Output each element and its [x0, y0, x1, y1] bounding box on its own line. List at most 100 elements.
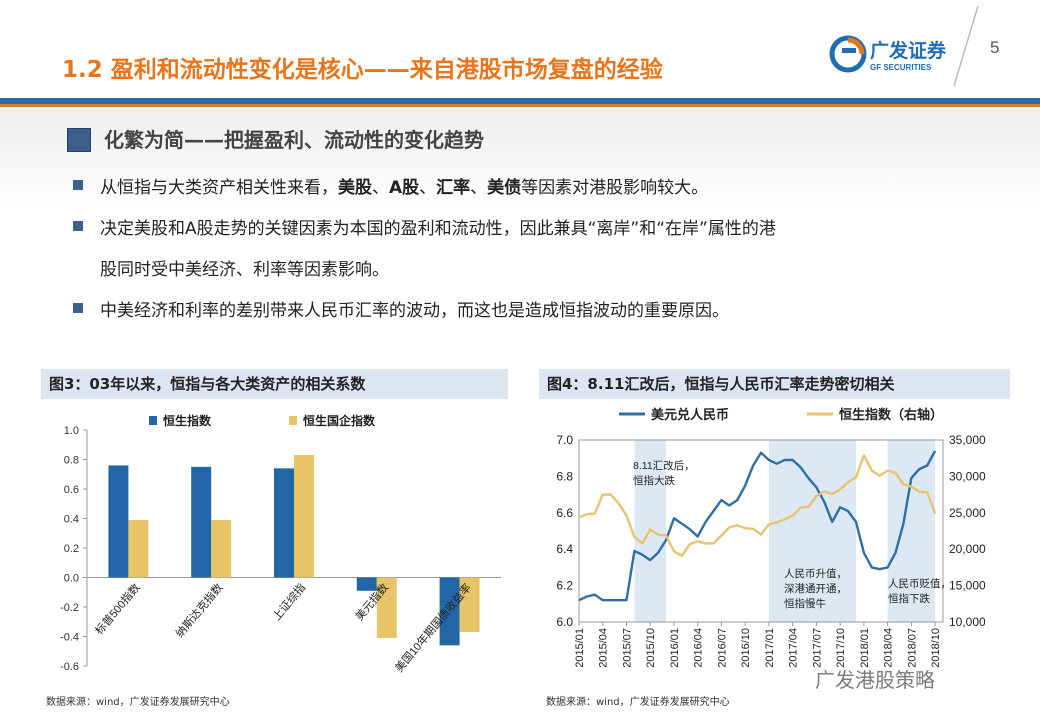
fig3-category-label: 纳斯达克指数	[172, 580, 225, 640]
fig4-x-tick-label: 2015/04	[598, 628, 610, 668]
fig4-x-tick-label: 2016/01	[669, 628, 681, 668]
fig4-x-tick-label: 2015/07	[621, 628, 633, 668]
fig4-x-tick-label: 2016/10	[740, 628, 752, 668]
bullet-1-text: 等因素对港股影响较大。	[521, 178, 709, 198]
fig4-x-tick-label: 2015/10	[645, 628, 657, 668]
fig3-y-tick-label: 0.8	[64, 455, 79, 467]
fig3-bar	[294, 455, 314, 578]
bullet-marker	[73, 180, 83, 190]
bullet-1-text: 、	[372, 178, 389, 198]
fig4-y-right-tick-label: 10,000	[949, 615, 986, 629]
fig4-series-line	[578, 454, 937, 557]
header-divider	[953, 5, 979, 87]
fig3-y-tick-label: 0.0	[64, 573, 79, 585]
fig3-title: 图3：03年以来，恒指与各大类资产的相关系数	[41, 369, 508, 399]
fig4-annotation: 8.11汇改后，	[633, 459, 695, 472]
fig3-bar-chart: 1.0 0.8 0.6 0.4 0.2 0.0 -0.2 -0.4 -0.6 恒生指数 恒生国企指数…	[60, 413, 501, 675]
fig3-bar	[459, 577, 480, 633]
fig4-annotation: 恒指下跌	[888, 592, 930, 605]
fig4-y-right-tick-label: 30,000	[949, 469, 986, 483]
fig4-legend-label: 美元兑人民币	[651, 407, 729, 422]
fig3-bar	[128, 519, 149, 578]
fig3-y-tick-label: 0.4	[64, 514, 79, 526]
fig4-y-left-tick-label: 6.4	[556, 542, 573, 556]
bullet-1-keyword: A股	[389, 178, 420, 198]
fig4-annotation: 恒指大跌	[633, 474, 675, 487]
fig3-bar	[211, 519, 232, 578]
fig4-x-tick-label: 2017/07	[811, 628, 823, 668]
bullet-1-text: 、	[419, 178, 437, 198]
fig4-x-tick-label: 2017/10	[835, 628, 847, 668]
fig4-y-right-tick-label: 15,000	[949, 579, 986, 593]
fig3-legend-label: 恒生指数	[163, 413, 212, 428]
fig4-x-tick-label: 2016/04	[693, 628, 705, 668]
fig4-y-right-tick-label: 20,000	[949, 542, 986, 556]
fig3-category-label: 标普500指数	[92, 580, 143, 637]
section-title: 化繁为简——把握盈利、流动性的变化趋势	[104, 128, 484, 152]
fig4-x-tick-label: 2015/01	[574, 628, 586, 668]
bullet-1: 从恒指与大类资产相关性来看，美股、A股、汇率、美债等因素对港股影响较大。	[100, 173, 708, 198]
fig3-y-tick-label: -0.6	[60, 661, 79, 673]
fig4-title: 图4：8.11汇改后，恒指与人民币汇率走势密切相关	[539, 369, 1010, 399]
fig4-plot-frame	[578, 439, 944, 623]
watermark: 广发港股策略	[815, 668, 935, 692]
fig4-series-line	[578, 450, 937, 602]
fig4-y-left-tick-label: 6.2	[556, 579, 573, 593]
bullet-marker	[73, 303, 83, 313]
fig4-x-tick-label: 2018/01	[859, 628, 871, 668]
page-number: 5	[990, 38, 1000, 57]
fig3-category-label: 上证综指	[269, 580, 308, 623]
fig4-annotation: 人民币升值，	[784, 567, 847, 580]
bullet-2-line-2: 股同时受中美经济、利率等因素影响。	[100, 260, 389, 280]
bullet-marker	[73, 221, 83, 231]
fig4-line-chart: 7.0 6.8 6.6 6.4 6.2 6.0 35,000 30,000 25,000 20,0…	[556, 407, 986, 668]
fig4-y-left-tick-label: 7.0	[556, 433, 573, 447]
gf-securities-logo: 广发证券 GF SECURITIES	[829, 35, 947, 73]
fig4-x-tick-label: 2018/04	[883, 628, 895, 668]
logo-cn-text: 广发证券	[870, 39, 947, 62]
bullet-1-text: 、	[470, 178, 488, 198]
fig4-shaded-period	[887, 440, 936, 622]
fig4-y-right-tick-label: 25,000	[949, 506, 986, 520]
fig4-y-right-tick-label: 35,000	[949, 433, 986, 447]
fig4-x-tick-label: 2017/01	[764, 628, 776, 668]
fig3-y-tick-label: -0.2	[60, 602, 79, 614]
fig3-bar	[274, 468, 294, 578]
fig3-y-tick-label: 1.0	[64, 425, 79, 437]
bullet-2-line-1: 决定美股和A股走势的关键因素为本国的盈利和流动性，因此兼具“离岸”和“在岸”属性…	[100, 219, 776, 239]
fig4-x-tick-label: 2016/07	[716, 628, 728, 668]
fig4-annotation: 深港通开通，	[784, 583, 847, 595]
fig4-x-tick-label: 2017/04	[788, 628, 800, 668]
fig4-annotation: 人民币贬值，	[888, 577, 951, 590]
fig3-legend-label: 恒生国企指数	[303, 413, 376, 428]
fig4-annotation: 恒指慢牛	[784, 597, 826, 610]
fig3-source: 数据来源：wind，广发证券发展研究中心	[46, 697, 230, 708]
page-title: 1.2 盈利和流动性变化是核心——来自港股市场复盘的经验	[62, 57, 663, 83]
logo-en-text: GF SECURITIES	[870, 63, 932, 72]
bullet-3: 中美经济和利率的差别带来人民币汇率的波动，而这也是造成恒指波动的重要原因。	[100, 301, 729, 321]
header-accent-bar	[0, 104, 1040, 107]
fig4-y-left-tick-label: 6.8	[556, 469, 573, 483]
fig3-bar	[191, 466, 212, 578]
fig3-y-tick-label: 0.6	[64, 484, 79, 496]
fig4-shaded-period	[768, 440, 856, 622]
content-band	[0, 107, 1040, 362]
section-marker	[67, 128, 91, 152]
header-bar	[0, 98, 1040, 104]
fig4-source: 数据来源：wind，广发证券发展研究中心	[546, 697, 730, 708]
fig4-x-tick-label: 2018/07	[906, 628, 918, 668]
bullet-1-keyword: 美股	[338, 178, 372, 198]
fig3-legend-swatch	[149, 416, 157, 425]
bullet-1-keyword: 汇率	[436, 178, 471, 198]
fig4-legend-label: 恒生指数（右轴）	[839, 407, 943, 422]
fig3-bar	[439, 577, 460, 646]
fig3-bar	[376, 577, 397, 638]
fig4-y-left-tick-label: 6.6	[556, 506, 573, 520]
fig4-x-tick-label: 2018/10	[930, 628, 942, 668]
bullet-1-text: 从恒指与大类资产相关性来看，	[100, 178, 338, 198]
fig3-legend-swatch	[289, 416, 297, 425]
bullet-1-keyword: 美债	[487, 178, 522, 198]
fig3-bar	[356, 577, 377, 591]
logo-mark-icon	[829, 35, 867, 73]
fig4-y-left-tick-label: 6.0	[556, 615, 573, 629]
